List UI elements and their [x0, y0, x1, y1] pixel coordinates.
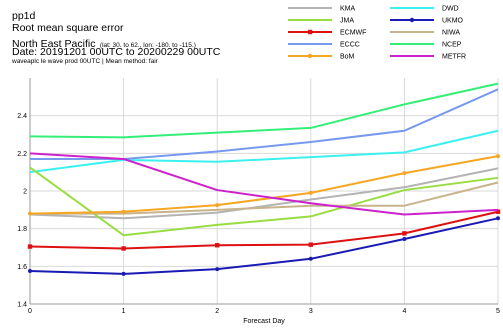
series-line [29, 82, 499, 139]
series-line [29, 155, 499, 215]
x-tick-label: 5 [496, 308, 500, 315]
legend-label: UKMO [442, 18, 464, 25]
series-line [29, 217, 499, 275]
legend-marker [307, 53, 313, 59]
data-point [496, 216, 500, 221]
grid [29, 78, 499, 305]
legend-label: ECCC [340, 42, 360, 49]
x-tick-label: 1 [122, 308, 126, 315]
y-tick-label: 2.2 [17, 151, 27, 158]
region-line: North East Pacific (lat: 30. to 62., lon… [12, 35, 196, 51]
y-tick-label: 1.6 [17, 264, 27, 271]
x-tick-label: 4 [402, 308, 406, 315]
series-line [30, 181, 499, 215]
date-range: Date: 20191201 00UTC to 20200229 00UTC [12, 46, 221, 58]
x-tick-label: 0 [28, 308, 32, 315]
legend-label: DWD [442, 6, 459, 13]
data-point [402, 171, 407, 176]
data-point [495, 209, 501, 214]
data-point [28, 211, 32, 216]
data-point [308, 190, 313, 195]
legend-marker [307, 29, 313, 35]
data-point [27, 244, 33, 249]
data-point [28, 269, 32, 274]
y-tick-label: 2 [23, 189, 27, 196]
y-tick-label: 1.8 [17, 226, 27, 233]
chart-subtitle: Root mean square error [12, 22, 124, 34]
chart-title: pp1d [12, 10, 36, 22]
y-tick-label: 1.4 [17, 302, 27, 309]
series-line [29, 129, 499, 174]
region-name: North East Pacific [12, 38, 96, 50]
data-point [215, 243, 220, 248]
legend-label: NIWA [442, 30, 460, 37]
legend-label: KMA [340, 6, 356, 13]
axes: 1.4 1.6 1.8 2 2.2 2.4 0 1 2 3 4 5 Forecast Day [17, 78, 500, 325]
data-point [308, 242, 313, 247]
series-lines [27, 82, 501, 276]
data-point [121, 246, 126, 251]
data-point [121, 209, 126, 214]
method-note: waveaplc le wave prod 00UTC | Mean metho… [12, 58, 158, 65]
data-point [496, 154, 500, 159]
x-tick-label: 2 [215, 308, 219, 315]
legend-marker [409, 17, 415, 23]
data-point [215, 267, 220, 272]
series-line [29, 152, 499, 216]
x-tick-label: 3 [309, 308, 313, 315]
data-point [215, 203, 220, 208]
legend-label: JMA [340, 18, 354, 25]
x-axis-label: Forecast Day [243, 318, 285, 325]
series-line [29, 166, 499, 237]
y-tick-label: 2.4 [17, 113, 27, 120]
region-bounds: (lat: 30. to 62., lon: -180. to -115.) [99, 42, 196, 49]
data-point [121, 271, 126, 276]
legend-label: NCEP [442, 42, 462, 49]
data-point [308, 256, 313, 261]
legend: KMA DWD JMA UKMO ECMWF NIWA ECCC NCEP BoM METFR [288, 6, 466, 61]
data-point [402, 231, 407, 236]
series-line [29, 210, 499, 250]
legend-label: ECMWF [340, 30, 366, 37]
data-point [402, 237, 407, 242]
legend-label: BoM [340, 54, 355, 61]
legend-label: METFR [442, 54, 466, 61]
series-line [29, 167, 499, 220]
